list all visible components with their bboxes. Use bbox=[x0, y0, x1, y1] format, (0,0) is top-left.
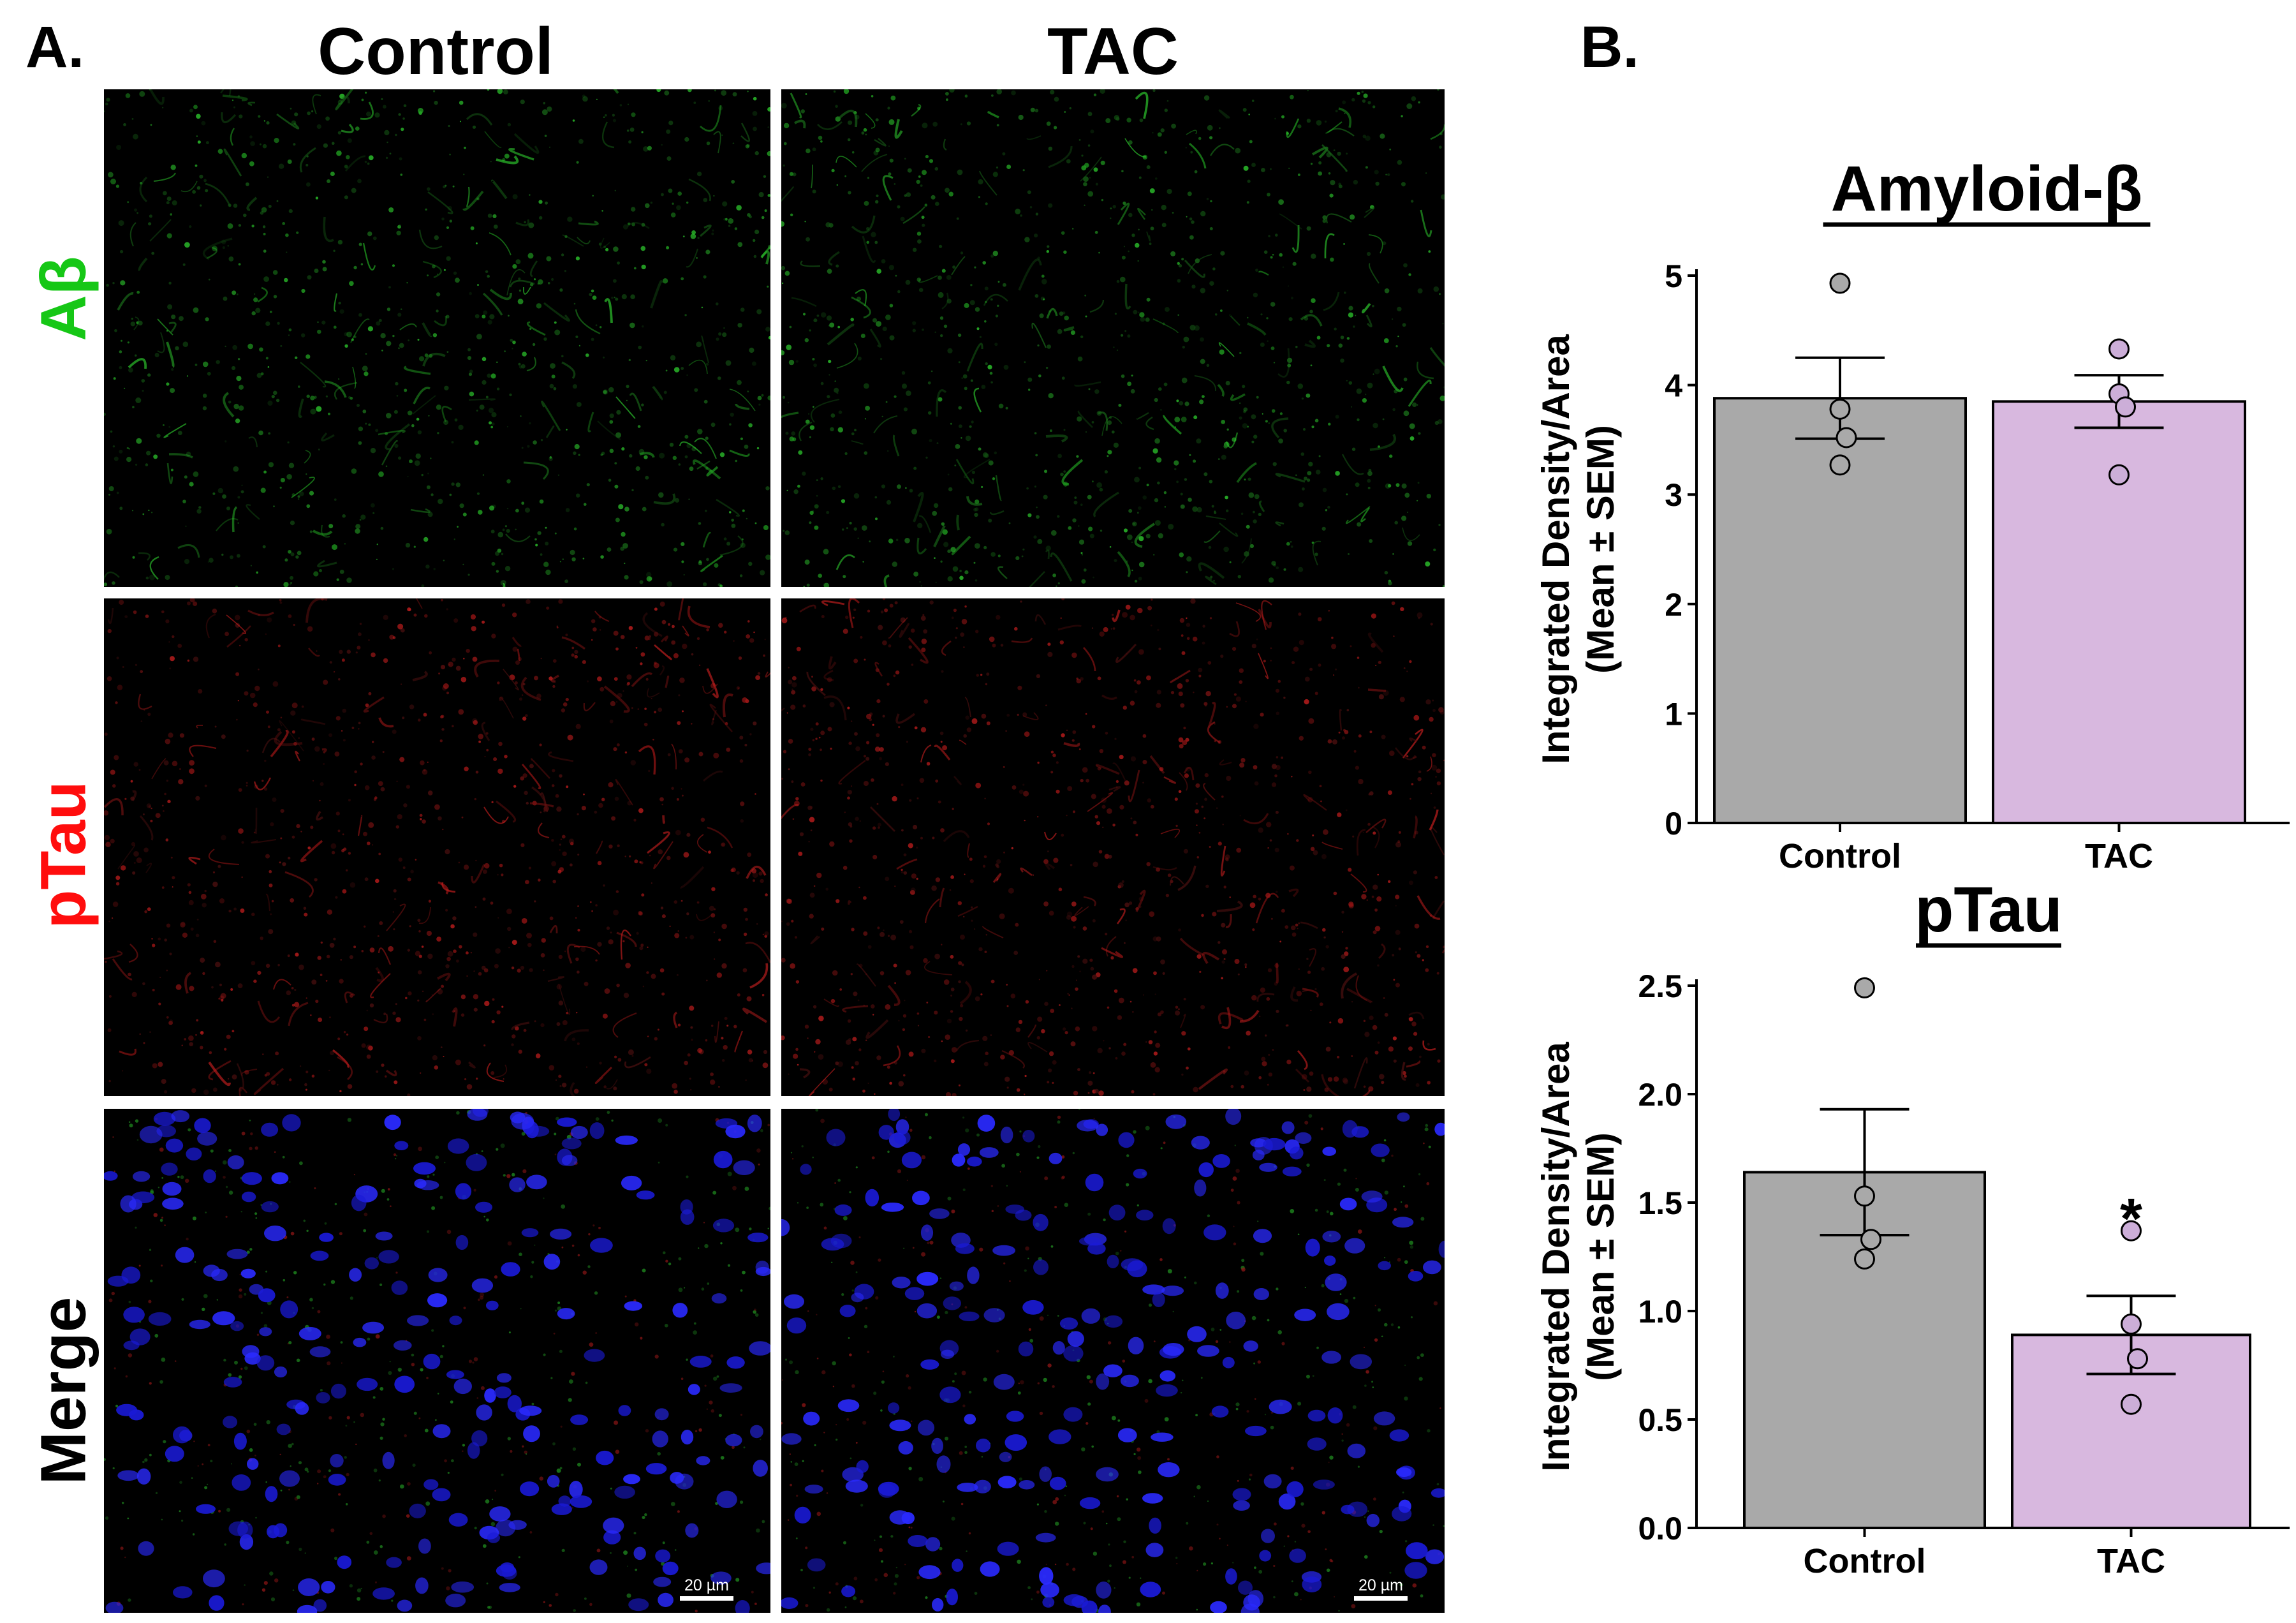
x-tick-label: TAC bbox=[2085, 837, 2153, 875]
row-label-merge: Merge bbox=[27, 1296, 99, 1485]
y-axis-label: Integrated Density/Area bbox=[1534, 1042, 1577, 1472]
y-tick-label: 5 bbox=[1665, 258, 1682, 294]
chart-ptau: pTau Integrated Density/Area (Mean ± SEM) 0… bbox=[1534, 880, 2290, 1580]
data-point bbox=[1829, 398, 1851, 420]
y-tick-label: 1.0 bbox=[1638, 1294, 1682, 1330]
y-tick-label: 4 bbox=[1665, 368, 1682, 404]
chart-title: pTau bbox=[1915, 880, 2062, 945]
column-header-tac: TAC bbox=[1047, 15, 1179, 89]
significance-marker: * bbox=[2120, 1187, 2142, 1251]
y-axis-label-sub: (Mean ± SEM) bbox=[1579, 425, 1622, 674]
panel-b-letter: B. bbox=[1580, 15, 1639, 80]
data-point bbox=[2108, 464, 2130, 485]
y-tick-label: 1 bbox=[1665, 696, 1682, 732]
micrograph-tac-abeta bbox=[781, 89, 1445, 587]
micrograph-tac-merge: 20 µm bbox=[781, 1109, 1445, 1613]
x-tick-label: TAC bbox=[2097, 1542, 2165, 1580]
y-axis-label-sub: (Mean ± SEM) bbox=[1579, 1132, 1622, 1381]
micrograph-tac-ptau bbox=[781, 598, 1445, 1096]
x-tick-label: Control bbox=[1779, 837, 1901, 875]
data-point bbox=[2121, 1220, 2142, 1241]
data-point bbox=[1836, 427, 1857, 448]
data-point bbox=[1860, 1229, 1881, 1250]
y-tick-label: 0 bbox=[1665, 806, 1682, 841]
micrograph-texture bbox=[781, 89, 1445, 587]
data-point bbox=[2108, 338, 2130, 360]
x-tick-label: Control bbox=[1804, 1542, 1926, 1580]
data-point bbox=[1854, 1248, 1875, 1270]
data-point bbox=[1854, 1185, 1875, 1207]
row-label-ptau: pTau bbox=[27, 781, 99, 929]
y-tick-label: 0.0 bbox=[1638, 1511, 1682, 1546]
data-point bbox=[2121, 1393, 2142, 1415]
chart-title: Amyloid-β bbox=[1831, 153, 2143, 225]
data-point bbox=[1829, 272, 1851, 294]
y-tick-label: 0.5 bbox=[1638, 1402, 1682, 1438]
micrograph-control-abeta bbox=[104, 89, 770, 587]
y-tick-label: 2 bbox=[1665, 587, 1682, 623]
micrograph-texture bbox=[781, 598, 1445, 1096]
scale-bar-control: 20 µm bbox=[678, 1576, 735, 1601]
y-tick-label: 2.5 bbox=[1638, 968, 1682, 1004]
data-point bbox=[2121, 1313, 2142, 1335]
row-label-abeta: Aβ bbox=[27, 256, 99, 341]
data-point bbox=[2127, 1348, 2148, 1370]
micrograph-texture bbox=[104, 1109, 770, 1613]
data-point bbox=[1854, 977, 1875, 998]
micrograph-texture bbox=[781, 1109, 1445, 1613]
micrograph-texture bbox=[104, 598, 770, 1096]
y-tick-label: 1.5 bbox=[1638, 1185, 1682, 1221]
data-point bbox=[1829, 454, 1851, 476]
micrograph-control-merge: 20 µm bbox=[104, 1109, 770, 1613]
y-tick-label: 2.0 bbox=[1638, 1077, 1682, 1113]
y-tick-label: 3 bbox=[1665, 477, 1682, 513]
micrograph-control-ptau bbox=[104, 598, 770, 1096]
panel-a-letter: A. bbox=[26, 15, 84, 80]
chart-amyloid-beta: Amyloid-β Integrated Density/Area (Mean ± … bbox=[1534, 153, 2290, 875]
data-point bbox=[2115, 396, 2136, 418]
column-header-control: Control bbox=[318, 15, 554, 89]
y-axis-label: Integrated Density/Area bbox=[1534, 334, 1577, 764]
scale-bar-tac: 20 µm bbox=[1352, 1576, 1409, 1601]
micrograph-texture bbox=[104, 89, 770, 587]
